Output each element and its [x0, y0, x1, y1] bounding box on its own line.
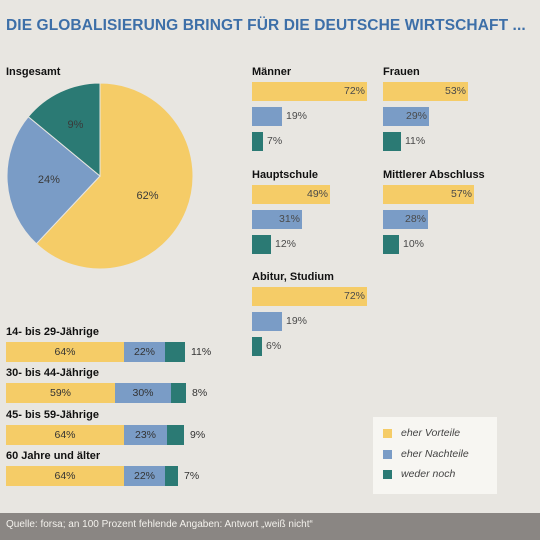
pie-chart: 62% 24% 9%	[6, 82, 194, 270]
panel-bar-value: 6%	[266, 340, 282, 352]
age-group-label: 60 Jahre und älter	[6, 450, 101, 462]
panel-bar	[383, 107, 429, 126]
panel-bar	[383, 235, 399, 254]
segment-value: 59%	[49, 387, 71, 399]
panel-bar-value: 29%	[405, 110, 427, 122]
chart-title: DIE GLOBALISIERUNG BRINGT FÜR DIE DEUTSC…	[6, 17, 526, 34]
legend-swatch-nachteile	[383, 450, 392, 459]
panel-bar-value: 12%	[275, 238, 297, 250]
legend-label: eher Vorteile	[401, 427, 461, 439]
panel-bar	[252, 312, 282, 331]
age-group-label: 45- bis 59-Jährige	[6, 409, 99, 421]
panel-bar	[383, 185, 474, 204]
age-group-label: 30- bis 44-Jährige	[6, 367, 99, 379]
pie-slice	[27, 82, 101, 178]
stacked-segment	[6, 383, 115, 403]
panel-bar-value: 19%	[286, 315, 308, 327]
segment-value: 23%	[134, 429, 156, 441]
panel-bar-value: 10%	[403, 238, 425, 250]
legend: eher Vorteile eher Nachteile weder noch	[373, 417, 497, 494]
panel-bar-value: 72%	[343, 290, 365, 302]
segment-value: 30%	[132, 387, 154, 399]
segment-value: 64%	[54, 429, 76, 441]
segment-value: 7%	[184, 470, 200, 482]
panel-title: Frauen	[383, 66, 420, 78]
pie-slice	[6, 116, 101, 245]
pie-slice	[35, 82, 194, 270]
segment-value: 64%	[54, 346, 76, 358]
stacked-segment	[167, 425, 184, 445]
panel-bar	[252, 107, 282, 126]
stacked-segment	[165, 466, 178, 486]
panel-title: Hauptschule	[252, 169, 319, 181]
panel-bar	[252, 132, 263, 151]
segment-value: 8%	[192, 387, 208, 399]
stacked-segment	[6, 425, 124, 445]
segment-value: 11%	[191, 346, 212, 358]
panel-bar-value: 57%	[450, 188, 472, 200]
stacked-segment	[171, 383, 186, 403]
source-footer: Quelle: forsa; an 100 Prozent fehlende A…	[0, 513, 540, 540]
panel-title: Abitur, Studium	[252, 271, 334, 283]
panel-bar-value: 7%	[267, 135, 283, 147]
panel-title: Mittlerer Abschluss	[383, 169, 485, 181]
stacked-segment	[124, 425, 167, 445]
panel-bar-value: 49%	[306, 188, 328, 200]
panel-bar-value: 28%	[404, 213, 426, 225]
stacked-segment	[124, 342, 165, 362]
panel-bar	[383, 82, 468, 101]
pie-slice-label: 24%	[38, 174, 60, 186]
legend-swatch-weder	[383, 470, 392, 479]
pie-title: Insgesamt	[6, 66, 61, 78]
panel-bar	[252, 185, 330, 204]
source-note: Quelle: forsa; an 100 Prozent fehlende A…	[6, 519, 313, 530]
panel-bar-value: 53%	[444, 85, 466, 97]
stacked-segment	[124, 466, 165, 486]
age-group-label: 14- bis 29-Jährige	[6, 326, 99, 338]
panel-bar-value: 72%	[343, 85, 365, 97]
stacked-segment	[165, 342, 185, 362]
segment-value: 64%	[54, 470, 76, 482]
panel-bar	[252, 337, 262, 356]
panel-bar	[383, 210, 428, 229]
panel-bar	[252, 287, 367, 306]
legend-swatch-vorteile	[383, 429, 392, 438]
stacked-segment	[6, 466, 124, 486]
panel-bar	[383, 132, 401, 151]
legend-label: weder noch	[401, 468, 456, 480]
stacked-segment	[6, 342, 124, 362]
panel-bar-value: 31%	[278, 213, 300, 225]
panel-bar-value: 19%	[286, 110, 308, 122]
panel-title: Männer	[252, 66, 292, 78]
pie-slice-label: 9%	[67, 119, 83, 131]
stacked-segment	[115, 383, 171, 403]
pie-slice-label: 62%	[137, 190, 159, 202]
panel-bar-value: 11%	[405, 135, 426, 147]
panel-bar	[252, 210, 302, 229]
segment-value: 22%	[133, 346, 155, 358]
legend-label: eher Nachteile	[401, 448, 469, 460]
segment-value: 9%	[190, 429, 206, 441]
segment-value: 22%	[133, 470, 155, 482]
panel-bar	[252, 82, 367, 101]
panel-bar	[252, 235, 271, 254]
